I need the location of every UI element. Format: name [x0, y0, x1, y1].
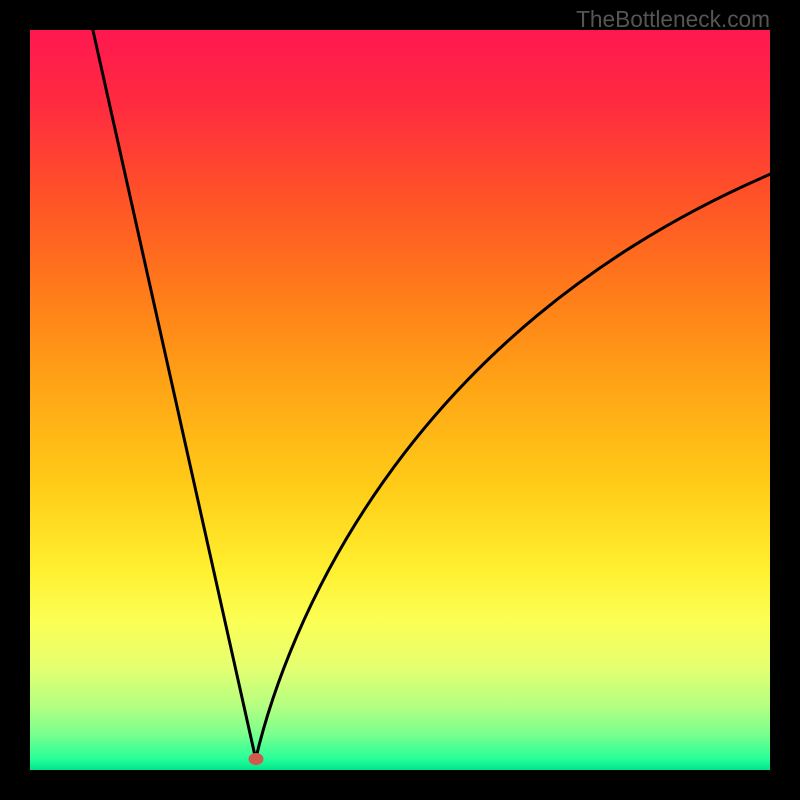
minimum-marker	[248, 753, 263, 765]
stage: TheBottleneck.com	[0, 0, 800, 800]
chart-plot-area	[30, 30, 770, 770]
watermark-text: TheBottleneck.com	[576, 6, 770, 33]
gradient-background	[30, 30, 770, 770]
